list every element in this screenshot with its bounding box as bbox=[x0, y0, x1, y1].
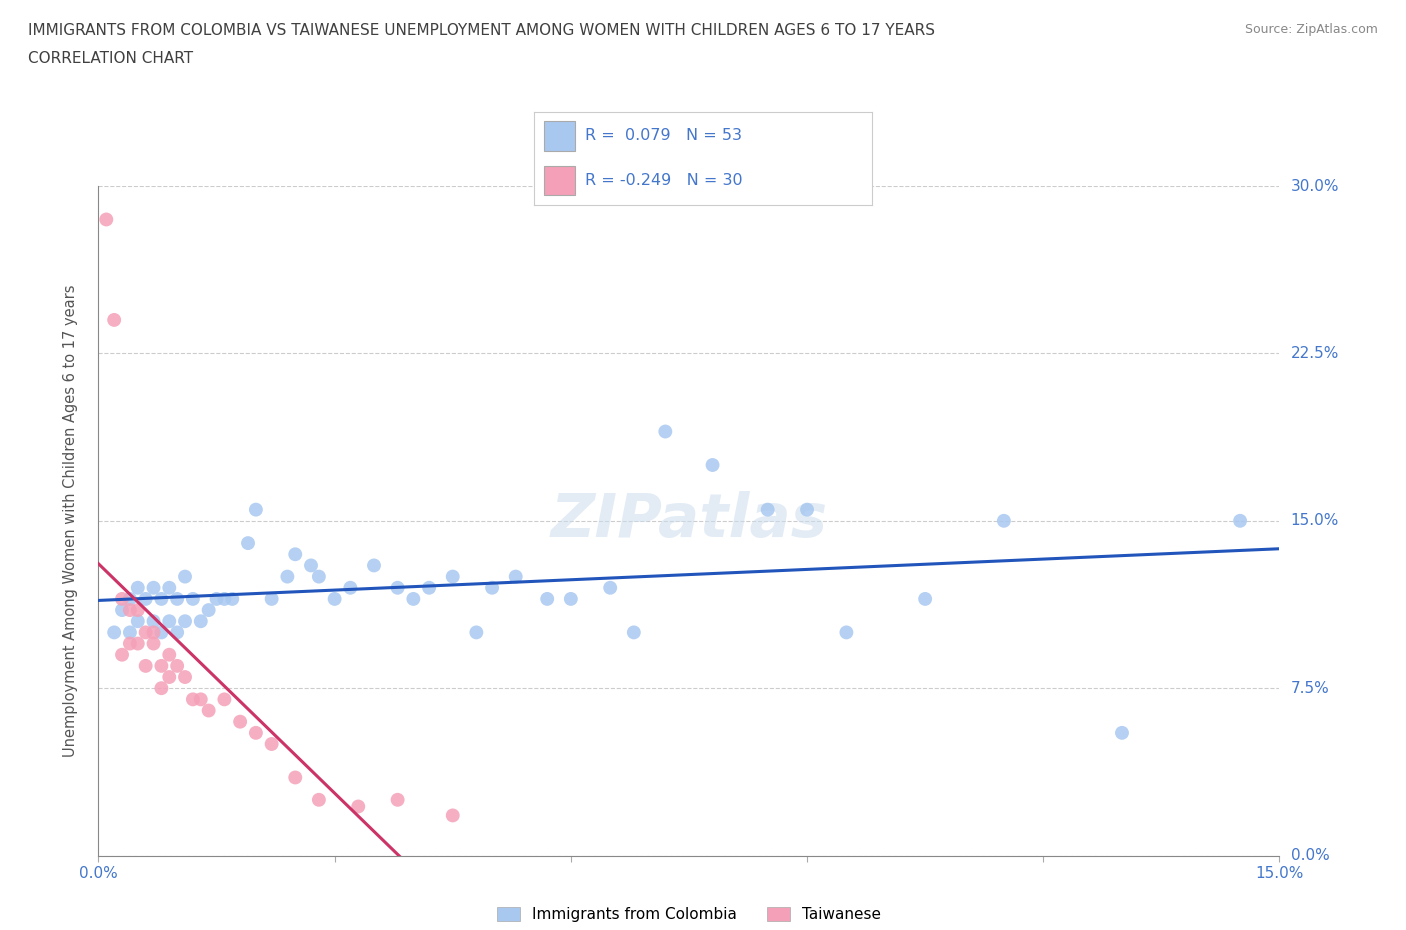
Point bbox=[702, 458, 724, 472]
Point bbox=[441, 808, 464, 823]
Text: 15.0%: 15.0% bbox=[1291, 513, 1339, 528]
Point bbox=[157, 647, 180, 662]
Point bbox=[299, 558, 322, 573]
Text: 22.5%: 22.5% bbox=[1291, 346, 1339, 361]
Point bbox=[1111, 725, 1133, 740]
Point bbox=[111, 603, 134, 618]
Text: 7.5%: 7.5% bbox=[1291, 681, 1329, 696]
Point bbox=[197, 703, 219, 718]
Point bbox=[284, 547, 307, 562]
Point bbox=[221, 591, 243, 606]
Point bbox=[236, 536, 259, 551]
Point bbox=[142, 580, 165, 595]
Point bbox=[481, 580, 503, 595]
Point bbox=[835, 625, 858, 640]
Point bbox=[1229, 513, 1251, 528]
Point bbox=[323, 591, 346, 606]
Point bbox=[197, 603, 219, 618]
Point bbox=[214, 591, 236, 606]
Point bbox=[150, 658, 173, 673]
Point bbox=[142, 625, 165, 640]
Point bbox=[205, 591, 228, 606]
Point bbox=[214, 692, 236, 707]
Point bbox=[190, 614, 212, 629]
Point bbox=[166, 591, 188, 606]
Point bbox=[118, 625, 141, 640]
Point bbox=[150, 681, 173, 696]
Point bbox=[166, 658, 188, 673]
Point bbox=[142, 614, 165, 629]
Text: CORRELATION CHART: CORRELATION CHART bbox=[28, 51, 193, 66]
Point bbox=[276, 569, 298, 584]
Point bbox=[599, 580, 621, 595]
Point bbox=[118, 591, 141, 606]
Point bbox=[157, 580, 180, 595]
Legend: Immigrants from Colombia, Taiwanese: Immigrants from Colombia, Taiwanese bbox=[491, 901, 887, 928]
Point bbox=[157, 614, 180, 629]
Point bbox=[363, 558, 385, 573]
Text: R = -0.249   N = 30: R = -0.249 N = 30 bbox=[585, 173, 742, 188]
Point bbox=[174, 569, 197, 584]
Point bbox=[174, 670, 197, 684]
Point bbox=[339, 580, 361, 595]
Point bbox=[441, 569, 464, 584]
Point bbox=[756, 502, 779, 517]
Point bbox=[260, 591, 283, 606]
Point bbox=[308, 569, 330, 584]
Point bbox=[654, 424, 676, 439]
Point bbox=[465, 625, 488, 640]
Point bbox=[127, 636, 149, 651]
Text: R =  0.079   N = 53: R = 0.079 N = 53 bbox=[585, 128, 742, 143]
Point bbox=[103, 625, 125, 640]
Point bbox=[993, 513, 1015, 528]
FancyBboxPatch shape bbox=[544, 121, 575, 151]
Point bbox=[181, 591, 204, 606]
Point bbox=[118, 636, 141, 651]
Point bbox=[560, 591, 582, 606]
Point bbox=[135, 658, 157, 673]
Point bbox=[166, 625, 188, 640]
Point bbox=[229, 714, 252, 729]
Point bbox=[505, 569, 527, 584]
Point bbox=[150, 591, 173, 606]
FancyBboxPatch shape bbox=[544, 166, 575, 195]
Point bbox=[260, 737, 283, 751]
Point bbox=[118, 603, 141, 618]
Point bbox=[914, 591, 936, 606]
Point bbox=[623, 625, 645, 640]
Point bbox=[111, 647, 134, 662]
Point bbox=[111, 591, 134, 606]
Point bbox=[96, 212, 118, 227]
Point bbox=[245, 502, 267, 517]
Text: Source: ZipAtlas.com: Source: ZipAtlas.com bbox=[1244, 23, 1378, 36]
Point bbox=[157, 670, 180, 684]
Text: 30.0%: 30.0% bbox=[1291, 179, 1339, 193]
Point bbox=[387, 792, 409, 807]
Point bbox=[347, 799, 370, 814]
Point bbox=[127, 603, 149, 618]
Point bbox=[103, 312, 125, 327]
Point bbox=[387, 580, 409, 595]
Point bbox=[308, 792, 330, 807]
Point bbox=[796, 502, 818, 517]
Point bbox=[142, 636, 165, 651]
Point bbox=[127, 580, 149, 595]
Point bbox=[190, 692, 212, 707]
Point bbox=[135, 591, 157, 606]
Point bbox=[127, 614, 149, 629]
Point bbox=[135, 625, 157, 640]
Point bbox=[174, 614, 197, 629]
Point bbox=[181, 692, 204, 707]
Y-axis label: Unemployment Among Women with Children Ages 6 to 17 years: Unemployment Among Women with Children A… bbox=[63, 285, 77, 757]
Point bbox=[150, 625, 173, 640]
Point bbox=[245, 725, 267, 740]
Point bbox=[402, 591, 425, 606]
Point bbox=[418, 580, 440, 595]
Point bbox=[284, 770, 307, 785]
Text: 0.0%: 0.0% bbox=[1291, 848, 1329, 863]
Text: ZIPatlas: ZIPatlas bbox=[550, 491, 828, 551]
Point bbox=[536, 591, 558, 606]
Text: IMMIGRANTS FROM COLOMBIA VS TAIWANESE UNEMPLOYMENT AMONG WOMEN WITH CHILDREN AGE: IMMIGRANTS FROM COLOMBIA VS TAIWANESE UN… bbox=[28, 23, 935, 38]
